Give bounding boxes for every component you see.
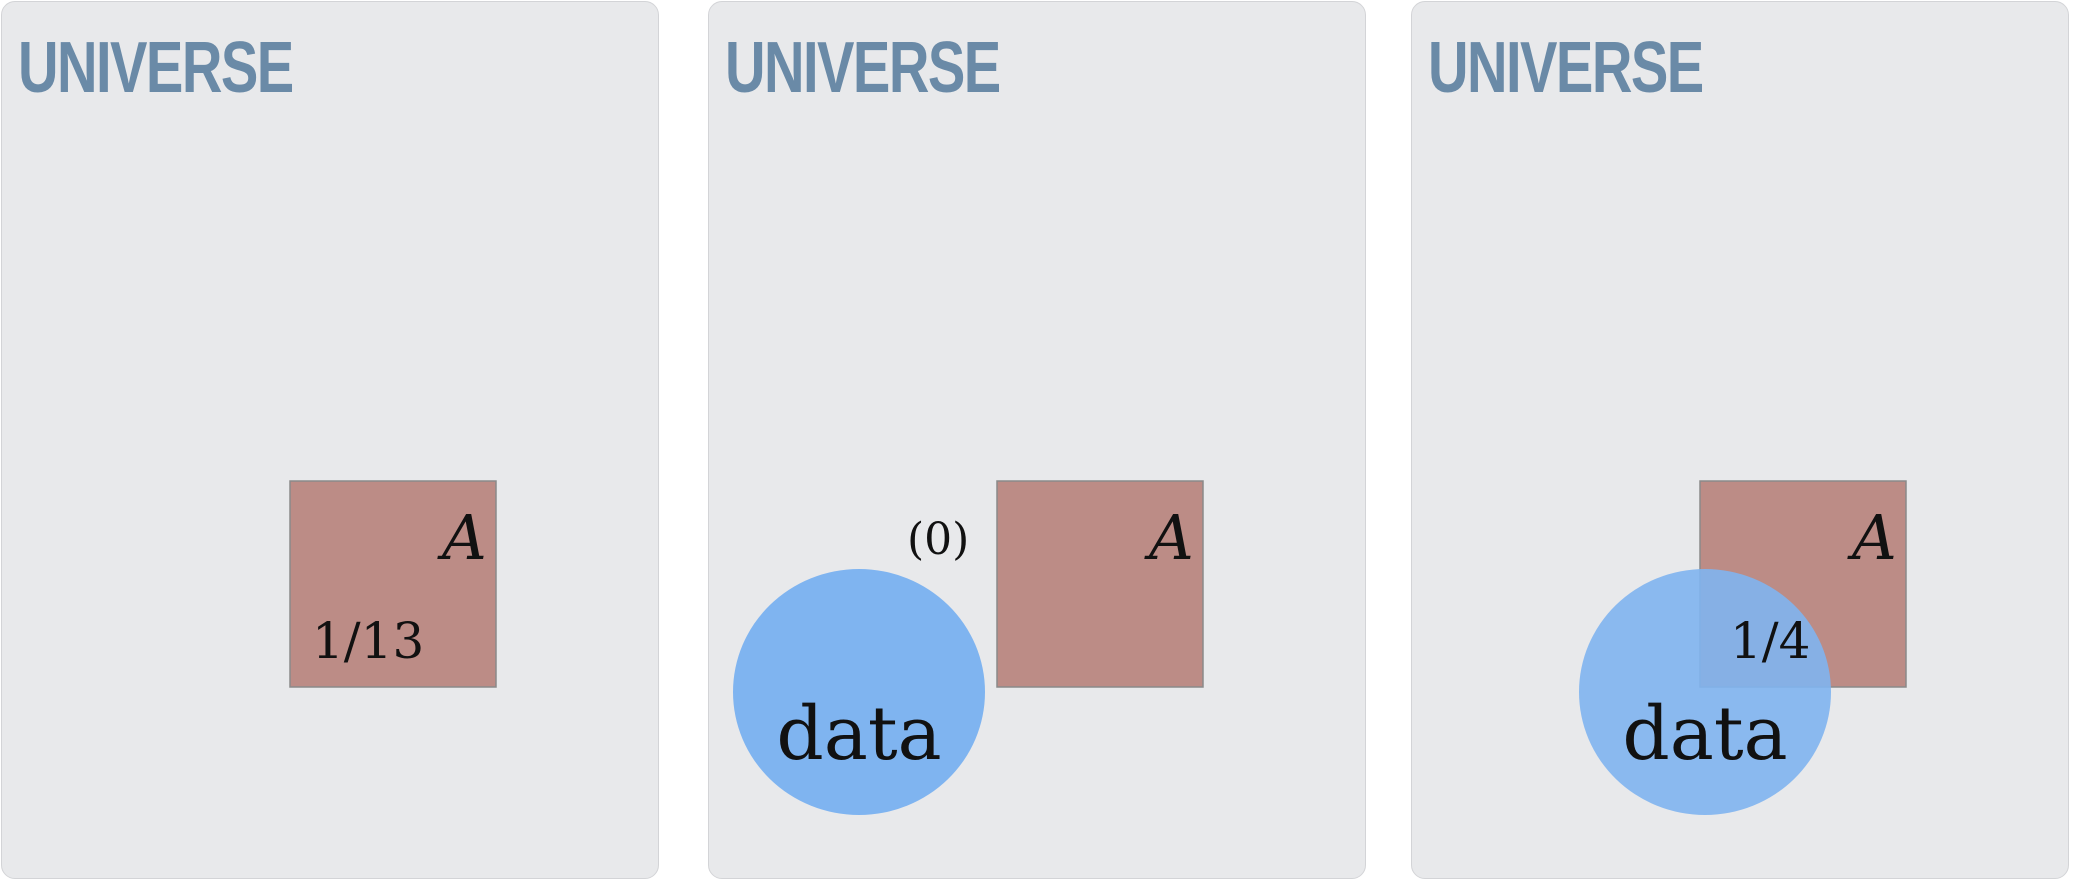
panel-2-diagram: A (0) data bbox=[733, 480, 1204, 815]
set-a-label: A bbox=[437, 501, 487, 574]
set-a-label: A bbox=[1144, 501, 1194, 574]
set-a-fraction: 1/13 bbox=[312, 612, 424, 670]
overlap-fraction: 1/4 bbox=[1730, 612, 1810, 670]
set-a-box bbox=[289, 480, 497, 688]
universe-panel-3: UNIVERSE A 1/4 data bbox=[1411, 1, 2069, 879]
panel-3-diagram: A 1/4 data bbox=[1579, 480, 1907, 815]
panel-1-diagram: A 1/13 bbox=[289, 480, 497, 688]
universe-title: UNIVERSE bbox=[18, 28, 294, 108]
set-a-box bbox=[996, 480, 1204, 688]
data-label: data bbox=[776, 691, 941, 777]
data-circle bbox=[1579, 569, 1831, 815]
data-label: data bbox=[1622, 691, 1787, 777]
set-a-label: A bbox=[1847, 501, 1897, 574]
outside-label: (0) bbox=[907, 514, 969, 565]
universe-panel-1: UNIVERSE A 1/13 bbox=[1, 1, 659, 879]
data-circle bbox=[733, 569, 985, 815]
universe-title: UNIVERSE bbox=[1428, 28, 1704, 108]
universe-panel-2: UNIVERSE A (0) data bbox=[708, 1, 1366, 879]
universe-title: UNIVERSE bbox=[725, 28, 1001, 108]
